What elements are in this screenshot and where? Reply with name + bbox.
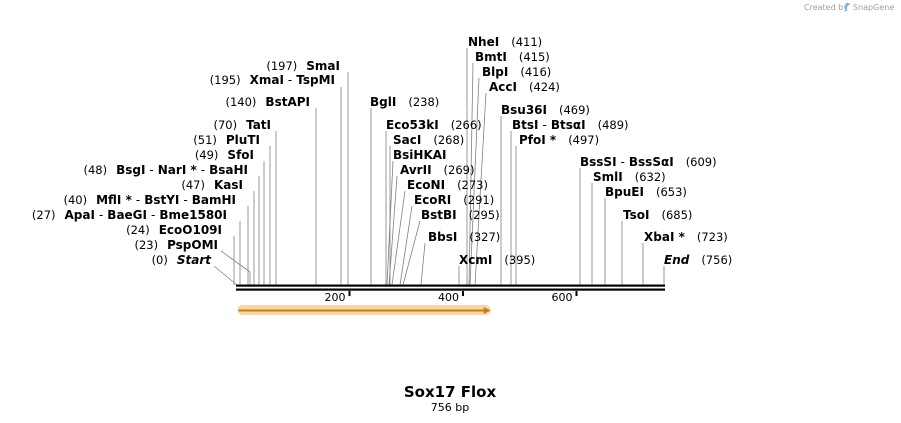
- enzyme-label: (27) ApaI - BaeGI - Bme1580I: [32, 208, 227, 222]
- right-enzyme-labels: BglI (238) Eco53kI (266) SacI (268) BsiHKAI…: [370, 35, 732, 267]
- map-subtitle: 756 bp: [431, 401, 469, 414]
- leader-line: [402, 220, 421, 286]
- leader-line: [420, 242, 426, 286]
- enzyme-label: BpuEI (653): [605, 185, 687, 199]
- enzyme-label: (51) PluTI: [193, 133, 260, 147]
- enzyme-label: TsoI (685): [623, 208, 692, 222]
- leader-lines: [213, 48, 665, 286]
- enzyme-label: (70) TatI: [213, 118, 271, 132]
- enzyme-label: PfoI * (497): [519, 133, 599, 147]
- credit-brand: SnapGene: [853, 3, 894, 12]
- leader-line: [474, 92, 487, 286]
- enzyme-label: (197) SmaI: [266, 59, 340, 73]
- leader-line: [388, 175, 398, 286]
- enzyme-label: EcoRI (291): [414, 193, 494, 207]
- leader-line: [391, 190, 406, 286]
- enzyme-label: NheI (411): [468, 35, 542, 49]
- ruler-ticks: 200 400 600: [324, 291, 578, 304]
- enzyme-label: BglI (238): [370, 95, 439, 109]
- enzyme-label: (195) XmaI - TspMI: [210, 73, 335, 87]
- enzyme-label: XcmI (395): [459, 253, 535, 267]
- enzyme-label: Bsu36I (469): [501, 103, 590, 117]
- enzyme-label: BlpI (416): [482, 65, 551, 79]
- leader-line: [386, 160, 394, 286]
- enzyme-label: BsiHKAI: [393, 148, 447, 162]
- enzyme-label: AccI (424): [489, 80, 560, 94]
- tick-mark: [575, 291, 578, 296]
- enzyme-label: BstBI (295): [421, 208, 500, 222]
- tick-mark: [348, 291, 351, 296]
- enzyme-label: BssSI - BssSαI (609): [580, 155, 717, 169]
- leader-line: [220, 250, 251, 273]
- tick-label: 600: [551, 291, 572, 304]
- enzyme-label: BmtI (415): [475, 50, 550, 64]
- leader-line: [399, 205, 413, 286]
- enzyme-label: Eco53kI (266): [386, 118, 482, 132]
- enzyme-label: XbaI * (723): [644, 230, 728, 244]
- enzyme-label: SacI (268): [393, 133, 464, 147]
- tick-label: 400: [438, 291, 459, 304]
- tick-label: 200: [324, 291, 345, 304]
- enzyme-label: AvrII (269): [400, 163, 474, 177]
- left-enzyme-labels: (197) SmaI (195) XmaI - TspMI (140) BstAPI (7…: [32, 59, 340, 267]
- enzyme-label: BbsI (327): [428, 230, 500, 244]
- enzyme-label: (24) EcoO109I: [126, 223, 222, 237]
- feature-arrow[interactable]: [237, 305, 491, 315]
- leader-line: [468, 62, 474, 286]
- enzyme-label: (140) BstAPI: [225, 95, 310, 109]
- leader-line: [469, 77, 480, 286]
- enzyme-label: BtsI - BtsαI (489): [512, 118, 629, 132]
- end-label: End (756): [664, 253, 732, 267]
- map-title: Sox17 Flox: [404, 383, 497, 401]
- enzyme-label: (48) BsgI - NarI * - BsaHI: [83, 163, 248, 177]
- enzyme-label: (49) SfoI: [195, 148, 254, 162]
- feature-arrowhead-icon: [483, 307, 491, 314]
- enzyme-label: (23) PspOMI: [134, 238, 218, 252]
- enzyme-label: (47) KasI: [181, 178, 243, 192]
- credit-prefix: Created by: [804, 3, 848, 12]
- enzyme-label: EcoNI (273): [407, 178, 488, 192]
- leader-line: [213, 265, 238, 286]
- tick-mark: [461, 291, 464, 296]
- sequence-backbone: [236, 284, 665, 291]
- enzyme-label: (40) MflI * - BstYI - BamHI: [63, 193, 236, 207]
- enzyme-label: SmlI (632): [593, 170, 666, 184]
- start-label: (0) Start: [152, 253, 213, 267]
- snapgene-logo-icon: [845, 2, 850, 11]
